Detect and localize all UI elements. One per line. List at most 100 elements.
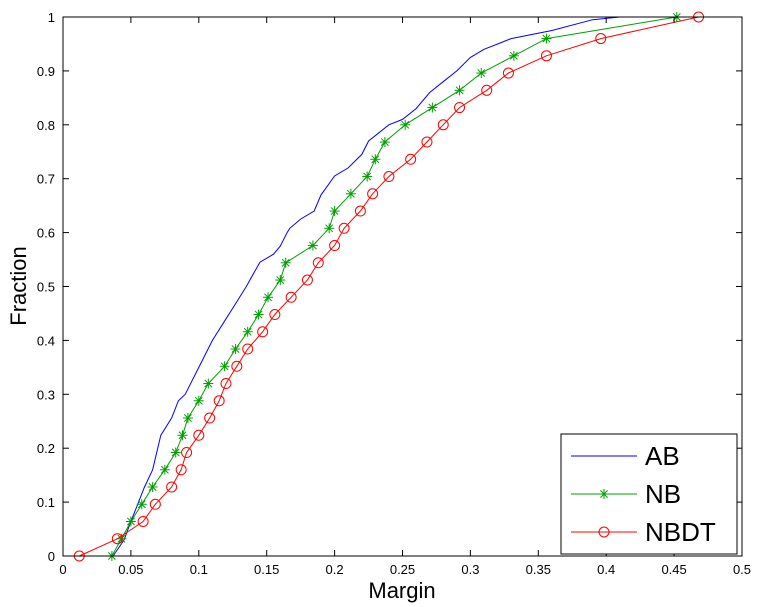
data-point-nbdt bbox=[338, 222, 350, 234]
data-point-nbdt bbox=[312, 257, 324, 269]
marker-stroke bbox=[126, 517, 135, 526]
data-point-nbdt bbox=[502, 67, 514, 79]
data-point-nb bbox=[159, 464, 170, 475]
series-line-nbdt bbox=[79, 16, 699, 557]
data-point-nb bbox=[125, 516, 136, 527]
data-point-nb bbox=[345, 188, 356, 199]
marker-stroke bbox=[477, 69, 486, 78]
data-point-nbdt bbox=[220, 378, 232, 390]
data-point-nbdt bbox=[166, 481, 178, 493]
marker-stroke bbox=[137, 500, 146, 509]
marker-stroke bbox=[509, 51, 518, 60]
legend-label-nbdt: NBDT bbox=[645, 517, 716, 547]
data-point-nbdt bbox=[181, 447, 193, 459]
marker-stroke bbox=[401, 120, 410, 129]
y-tick-label: 0 bbox=[48, 549, 55, 564]
series-line-nb bbox=[111, 16, 677, 557]
data-point-nb bbox=[379, 137, 390, 148]
marker-stroke bbox=[428, 103, 437, 112]
data-point-nb bbox=[508, 50, 519, 61]
y-tick-label: 0.8 bbox=[37, 118, 55, 133]
data-point-nbdt bbox=[437, 119, 449, 131]
data-point-nb bbox=[170, 447, 181, 458]
data-point-nbdt bbox=[383, 171, 395, 183]
y-tick-label: 0.5 bbox=[37, 280, 55, 295]
data-point-nb bbox=[136, 499, 147, 510]
y-axis-title: Fraction bbox=[6, 246, 31, 325]
legend-marker-nbdt bbox=[598, 526, 610, 538]
x-tick-label: 0.4 bbox=[597, 562, 615, 577]
data-point-nbdt bbox=[329, 240, 341, 252]
data-point-nb bbox=[324, 223, 335, 234]
y-tick-label: 0.6 bbox=[37, 226, 55, 241]
legend: AB NB NBDT bbox=[560, 433, 738, 555]
marker-stroke bbox=[542, 34, 551, 43]
marker-stroke bbox=[178, 431, 187, 440]
marker-stroke bbox=[194, 396, 203, 405]
series-layer bbox=[73, 11, 705, 562]
marker-stroke bbox=[455, 86, 464, 95]
data-point-nb bbox=[203, 378, 214, 389]
legend-label-nb: NB bbox=[645, 479, 681, 509]
data-point-nbdt bbox=[285, 291, 297, 303]
marker-stroke bbox=[281, 258, 290, 267]
data-point-nb bbox=[307, 240, 318, 251]
data-point-nb bbox=[242, 326, 253, 337]
data-point-nbdt bbox=[269, 309, 281, 321]
marker-stroke bbox=[380, 138, 389, 147]
data-point-nbdt bbox=[454, 102, 466, 114]
data-point-nb bbox=[147, 482, 158, 493]
data-point-nb bbox=[182, 413, 193, 424]
marker-stroke bbox=[171, 448, 180, 457]
marker-stroke bbox=[183, 414, 192, 422]
marker-stroke bbox=[325, 224, 334, 233]
marker-stroke bbox=[600, 490, 608, 498]
x-tick-label: 0.5 bbox=[733, 562, 751, 577]
data-point-nb bbox=[253, 309, 264, 320]
marker-stroke bbox=[220, 362, 229, 371]
y-tick-label: 0.3 bbox=[37, 387, 55, 402]
data-point-nb bbox=[275, 275, 286, 286]
data-point-nbdt bbox=[231, 360, 243, 372]
marker-stroke bbox=[363, 172, 372, 181]
data-point-nbdt bbox=[242, 343, 254, 355]
marker-stroke bbox=[117, 534, 126, 543]
x-tick-label: 0.05 bbox=[118, 562, 143, 577]
marker-stroke bbox=[231, 345, 240, 353]
data-point-nbdt bbox=[175, 464, 187, 476]
y-tick-label: 1 bbox=[48, 10, 55, 25]
legend-label-ab: AB bbox=[645, 441, 680, 471]
marker-stroke bbox=[276, 276, 285, 284]
y-tick-label: 0.9 bbox=[37, 64, 55, 79]
data-point-nb bbox=[193, 395, 204, 406]
marker-stroke bbox=[346, 189, 355, 198]
data-point-nb bbox=[280, 257, 291, 268]
data-point-nb bbox=[541, 33, 552, 44]
marker-stroke bbox=[264, 293, 273, 302]
x-tick-label: 0.45 bbox=[661, 562, 686, 577]
marker-stroke bbox=[204, 379, 213, 388]
data-point-nbdt bbox=[149, 498, 161, 510]
data-point-nbdt bbox=[257, 326, 269, 338]
data-point-nb bbox=[362, 171, 373, 182]
y-tick-label: 0.1 bbox=[37, 495, 55, 510]
data-point-nbdt bbox=[405, 153, 417, 165]
data-point-nb bbox=[476, 68, 487, 79]
marker-stroke bbox=[254, 310, 263, 319]
y-tick-label: 0.7 bbox=[37, 172, 55, 187]
marker-stroke bbox=[308, 241, 317, 250]
data-point-nbdt bbox=[421, 136, 433, 148]
y-tick-label: 0.2 bbox=[37, 441, 55, 456]
axes-layer: 0 0.05 0.1 0.15 0.2 0.25 0.3 0.35 0.4 0.45 0.5 0 0.1… bbox=[37, 10, 751, 577]
data-point-nbdt bbox=[301, 274, 313, 286]
data-point-nb bbox=[400, 119, 411, 130]
data-point-nb bbox=[177, 430, 188, 441]
data-point-nb bbox=[329, 206, 340, 217]
data-point-nbdt bbox=[111, 533, 123, 545]
x-tick-label: 0.15 bbox=[254, 562, 279, 577]
data-point-nb bbox=[263, 292, 274, 303]
data-point-nbdt bbox=[354, 205, 366, 217]
data-point-nbdt bbox=[367, 188, 379, 200]
x-tick-label: 0.2 bbox=[326, 562, 344, 577]
